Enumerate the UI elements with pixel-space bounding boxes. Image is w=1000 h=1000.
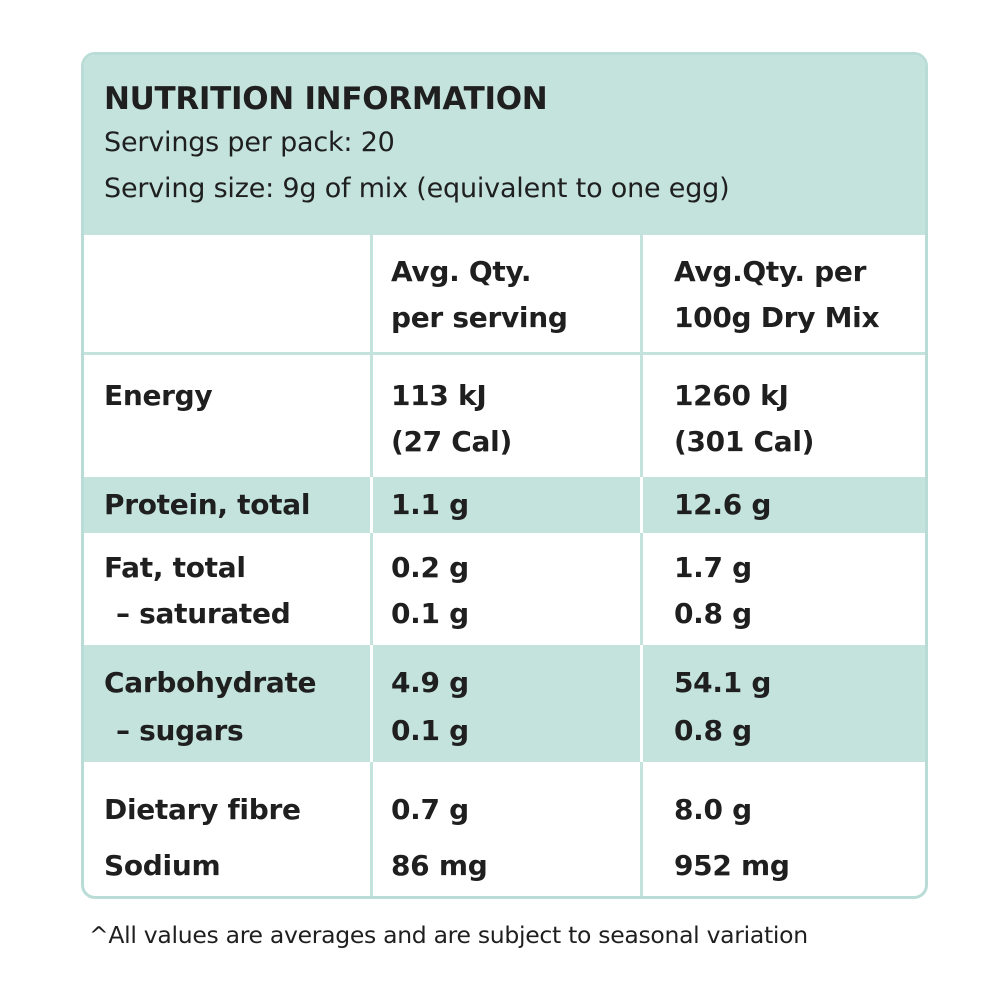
protein-label: Protein, total bbox=[104, 488, 311, 521]
nutrition-panel: NUTRITION INFORMATION Servings per pack:… bbox=[81, 52, 928, 899]
fat-serving-cell: 0.2 g 0.1 g bbox=[370, 533, 640, 645]
table-row-protein: Protein, total 1.1 g 12.6 g bbox=[84, 477, 925, 533]
energy-per100-kj: 1260 kJ bbox=[674, 379, 789, 412]
carbohydrate-per100: 54.1 g bbox=[674, 666, 772, 699]
sodium-per100: 952 mg bbox=[674, 849, 790, 882]
fat-label-cell: Fat, total – saturated bbox=[84, 533, 370, 645]
fat-serving: 0.2 g bbox=[391, 551, 469, 584]
sugars-serving: 0.1 g bbox=[391, 714, 469, 747]
carbohydrate-label: Carbohydrate bbox=[104, 666, 317, 699]
panel-title: NUTRITION INFORMATION bbox=[104, 81, 548, 117]
saturated-serving: 0.1 g bbox=[391, 597, 469, 630]
energy-label: Energy bbox=[104, 379, 213, 412]
carbohydrate-label-cell: Carbohydrate – sugars bbox=[84, 645, 370, 762]
dietary-fibre-serving: 0.7 g bbox=[391, 793, 469, 826]
per-100g-header-line-1: Avg.Qty. per bbox=[674, 255, 867, 288]
dietary-fibre-label: Dietary fibre bbox=[104, 793, 301, 826]
fat-per100: 1.7 g bbox=[674, 551, 752, 584]
energy-per100-cal: (301 Cal) bbox=[674, 425, 815, 458]
carbohydrate-per100-cell: 54.1 g 0.8 g bbox=[640, 645, 925, 762]
energy-per100-cell: 1260 kJ (301 Cal) bbox=[640, 355, 925, 477]
fat-label: Fat, total bbox=[104, 551, 246, 584]
energy-serving-kj: 113 kJ bbox=[391, 379, 487, 412]
sodium-label: Sodium bbox=[104, 849, 221, 882]
table-row-carbohydrate: Carbohydrate – sugars 4.9 g 0.1 g 54.1 g… bbox=[84, 645, 925, 762]
fat-per100-cell: 1.7 g 0.8 g bbox=[640, 533, 925, 645]
energy-serving-cell: 113 kJ (27 Cal) bbox=[370, 355, 640, 477]
protein-serving: 1.1 g bbox=[391, 488, 469, 521]
column-header-row: Avg. Qty. per serving Avg.Qty. per 100g … bbox=[84, 235, 925, 352]
per-serving-header: Avg. Qty. per serving bbox=[370, 235, 640, 352]
per-100g-header: Avg.Qty. per 100g Dry Mix bbox=[640, 235, 925, 352]
protein-per100-cell: 12.6 g bbox=[640, 477, 925, 533]
per-serving-header-line-1: Avg. Qty. bbox=[391, 255, 532, 288]
dietary-fibre-per100: 8.0 g bbox=[674, 793, 752, 826]
fibre-sodium-per100-cell: 8.0 g 952 mg bbox=[640, 762, 925, 896]
protein-label-cell: Protein, total bbox=[84, 477, 370, 533]
energy-label-cell: Energy bbox=[84, 355, 370, 477]
table-row-fibre-sodium: Dietary fibre Sodium 0.7 g 86 mg 8.0 g 9… bbox=[84, 762, 925, 896]
sodium-serving: 86 mg bbox=[391, 849, 488, 882]
per-serving-header-line-2: per serving bbox=[391, 301, 568, 334]
serving-size: Serving size: 9g of mix (equivalent to o… bbox=[104, 173, 730, 204]
empty-header-cell bbox=[84, 235, 370, 352]
carbohydrate-serving: 4.9 g bbox=[391, 666, 469, 699]
protein-serving-cell: 1.1 g bbox=[370, 477, 640, 533]
sugars-label: – sugars bbox=[116, 714, 244, 747]
table-row-fat: Fat, total – saturated 0.2 g 0.1 g 1.7 g… bbox=[84, 533, 925, 645]
table-row-energy: Energy 113 kJ (27 Cal) 1260 kJ (301 Cal) bbox=[84, 355, 925, 477]
protein-per100: 12.6 g bbox=[674, 488, 772, 521]
fibre-sodium-serving-cell: 0.7 g 86 mg bbox=[370, 762, 640, 896]
saturated-label: – saturated bbox=[116, 597, 291, 630]
sugars-per100: 0.8 g bbox=[674, 714, 752, 747]
footnote: ^All values are averages and are subject… bbox=[89, 921, 808, 949]
energy-serving-cal: (27 Cal) bbox=[391, 425, 512, 458]
servings-per-pack: Servings per pack: 20 bbox=[104, 127, 395, 158]
carbohydrate-serving-cell: 4.9 g 0.1 g bbox=[370, 645, 640, 762]
nutrition-header: NUTRITION INFORMATION Servings per pack:… bbox=[84, 55, 925, 235]
saturated-per100: 0.8 g bbox=[674, 597, 752, 630]
per-100g-header-line-2: 100g Dry Mix bbox=[674, 301, 880, 334]
row-divider bbox=[84, 352, 925, 355]
fibre-sodium-label-cell: Dietary fibre Sodium bbox=[84, 762, 370, 896]
